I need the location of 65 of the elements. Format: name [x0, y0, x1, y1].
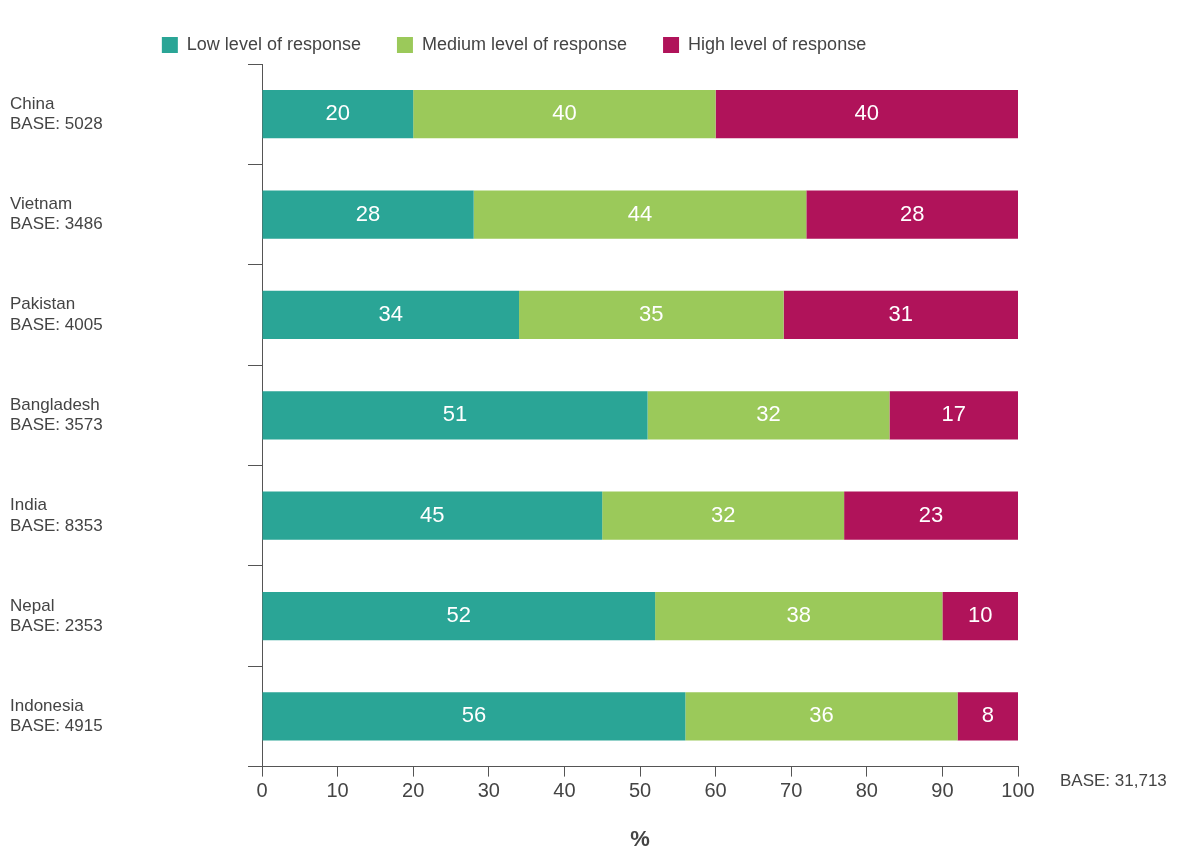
x-tick-label: 70 [780, 779, 803, 802]
x-tick-label: 30 [477, 779, 500, 802]
x-tick-label: 50 [628, 779, 652, 802]
x-tick-label: 40 [553, 779, 576, 802]
data-label: 36 [809, 702, 834, 728]
data-label: 35 [639, 300, 664, 326]
bar [942, 591, 1018, 641]
bar [806, 190, 1018, 239]
data-label: 31 [888, 300, 914, 326]
bar [519, 290, 784, 340]
y-tick-label: Bangladesh BASE: 3573 [10, 394, 103, 435]
bar [262, 591, 656, 641]
y-tick-label: Vietnam BASE: 3486 [10, 194, 103, 234]
y-tick-label: Indonesia BASE: 4915 [10, 695, 103, 736]
y-tick-label: China BASE: 5028 [10, 93, 103, 134]
data-label: 23 [918, 501, 944, 527]
x-tick-label: 90 [931, 779, 954, 802]
bar [262, 90, 414, 139]
data-label: 8 [981, 702, 994, 728]
data-label: 28 [355, 200, 381, 226]
bar [957, 692, 1018, 741]
data-label: 40 [552, 100, 577, 126]
bar [655, 591, 943, 641]
bar [262, 491, 603, 540]
x-axis-title: % [630, 825, 650, 851]
data-label: 32 [710, 501, 736, 527]
bar [715, 90, 1018, 139]
y-tick-label: Nepal BASE: 2353 [10, 595, 103, 635]
x-tick-label: 80 [855, 779, 878, 802]
x-tick-label: 0 [256, 779, 268, 802]
bar [647, 391, 890, 440]
legend-label: Low level of response [186, 33, 361, 54]
data-label: 38 [786, 602, 811, 628]
legend-label: Medium level of response [421, 33, 628, 54]
data-label: 34 [378, 300, 404, 326]
bar [473, 190, 807, 239]
bar [783, 290, 1018, 340]
y-tick-label: India BASE: 8353 [10, 495, 103, 535]
bar [413, 90, 716, 139]
data-label: 40 [854, 100, 880, 126]
bar [262, 391, 648, 440]
data-label: 32 [756, 401, 781, 427]
bar [889, 391, 1018, 440]
data-label: 51 [442, 401, 468, 427]
data-label: 17 [941, 401, 966, 427]
x-tick-label: 100 [1001, 779, 1035, 802]
text: BASE: 31,713 [1060, 770, 1167, 790]
bar [685, 692, 958, 741]
bar [262, 692, 686, 741]
data-label: 52 [446, 602, 472, 628]
bar [602, 491, 845, 540]
data-label: 10 [967, 602, 993, 628]
data-label: 44 [627, 200, 653, 226]
legend-label: High level of response [688, 33, 867, 54]
x-tick-label: 20 [402, 779, 425, 802]
data-label: 20 [325, 100, 351, 126]
data-label: 45 [420, 501, 445, 527]
data-label: 28 [899, 200, 925, 226]
bar [262, 190, 474, 239]
x-tick-label: 10 [326, 779, 349, 802]
bar [844, 491, 1018, 540]
y-tick-label: Pakistan BASE: 4005 [10, 294, 103, 334]
x-tick-label: 60 [704, 779, 727, 802]
data-label: 56 [461, 702, 487, 728]
bar [262, 290, 520, 340]
